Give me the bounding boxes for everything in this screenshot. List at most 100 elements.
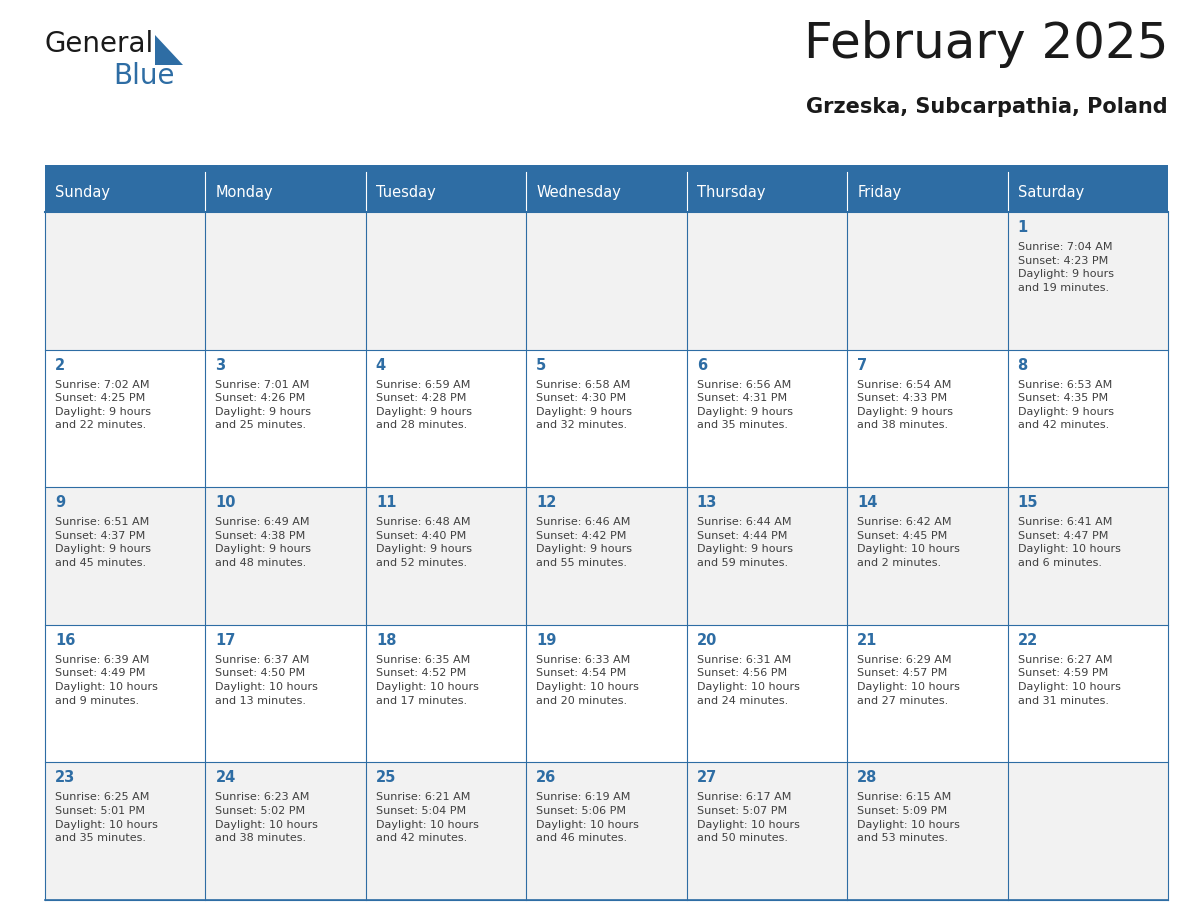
Text: Sunrise: 6:35 AM
Sunset: 4:52 PM
Daylight: 10 hours
and 17 minutes.: Sunrise: 6:35 AM Sunset: 4:52 PM Dayligh… [375, 655, 479, 706]
Bar [526, 212, 687, 350]
Bar [1007, 625, 1168, 763]
Bar [847, 350, 1007, 487]
Bar [1007, 487, 1168, 625]
Text: Sunrise: 6:33 AM
Sunset: 4:54 PM
Daylight: 10 hours
and 20 minutes.: Sunrise: 6:33 AM Sunset: 4:54 PM Dayligh… [536, 655, 639, 706]
Text: Blue: Blue [113, 62, 175, 90]
Bar [45, 212, 206, 350]
Text: Sunrise: 6:48 AM
Sunset: 4:40 PM
Daylight: 9 hours
and 52 minutes.: Sunrise: 6:48 AM Sunset: 4:40 PM Dayligh… [375, 517, 472, 568]
Text: 10: 10 [215, 495, 236, 510]
Text: Wednesday: Wednesday [536, 185, 621, 199]
Text: Sunrise: 6:15 AM
Sunset: 5:09 PM
Daylight: 10 hours
and 53 minutes.: Sunrise: 6:15 AM Sunset: 5:09 PM Dayligh… [858, 792, 960, 844]
Text: Sunrise: 7:02 AM
Sunset: 4:25 PM
Daylight: 9 hours
and 22 minutes.: Sunrise: 7:02 AM Sunset: 4:25 PM Dayligh… [55, 380, 151, 431]
Text: February 2025: February 2025 [803, 20, 1168, 68]
Bar [847, 212, 1007, 350]
Text: 7: 7 [858, 358, 867, 373]
Text: 14: 14 [858, 495, 878, 510]
Bar [206, 350, 366, 487]
Text: Sunrise: 6:53 AM
Sunset: 4:35 PM
Daylight: 9 hours
and 42 minutes.: Sunrise: 6:53 AM Sunset: 4:35 PM Dayligh… [1018, 380, 1113, 431]
Bar [45, 165, 1168, 172]
Polygon shape [154, 35, 183, 65]
Text: Sunrise: 6:46 AM
Sunset: 4:42 PM
Daylight: 9 hours
and 55 minutes.: Sunrise: 6:46 AM Sunset: 4:42 PM Dayligh… [536, 517, 632, 568]
Text: Sunrise: 6:25 AM
Sunset: 5:01 PM
Daylight: 10 hours
and 35 minutes.: Sunrise: 6:25 AM Sunset: 5:01 PM Dayligh… [55, 792, 158, 844]
Bar [45, 350, 206, 487]
Text: 25: 25 [375, 770, 397, 786]
Text: 6: 6 [696, 358, 707, 373]
Bar [366, 763, 526, 900]
Text: Sunrise: 6:37 AM
Sunset: 4:50 PM
Daylight: 10 hours
and 13 minutes.: Sunrise: 6:37 AM Sunset: 4:50 PM Dayligh… [215, 655, 318, 706]
Text: Sunrise: 6:58 AM
Sunset: 4:30 PM
Daylight: 9 hours
and 32 minutes.: Sunrise: 6:58 AM Sunset: 4:30 PM Dayligh… [536, 380, 632, 431]
Text: Saturday: Saturday [1018, 185, 1083, 199]
Text: Sunrise: 6:54 AM
Sunset: 4:33 PM
Daylight: 9 hours
and 38 minutes.: Sunrise: 6:54 AM Sunset: 4:33 PM Dayligh… [858, 380, 953, 431]
Text: 13: 13 [696, 495, 718, 510]
Text: 11: 11 [375, 495, 397, 510]
Text: Sunrise: 6:56 AM
Sunset: 4:31 PM
Daylight: 9 hours
and 35 minutes.: Sunrise: 6:56 AM Sunset: 4:31 PM Dayligh… [696, 380, 792, 431]
Bar [526, 172, 687, 212]
Text: Sunrise: 6:21 AM
Sunset: 5:04 PM
Daylight: 10 hours
and 42 minutes.: Sunrise: 6:21 AM Sunset: 5:04 PM Dayligh… [375, 792, 479, 844]
Text: 23: 23 [55, 770, 75, 786]
Bar [206, 172, 366, 212]
Bar [687, 172, 847, 212]
Text: Grzeska, Subcarpathia, Poland: Grzeska, Subcarpathia, Poland [807, 97, 1168, 117]
Bar [847, 625, 1007, 763]
Bar [526, 350, 687, 487]
Text: 28: 28 [858, 770, 878, 786]
Bar [1007, 350, 1168, 487]
Text: 16: 16 [55, 633, 75, 648]
Text: 27: 27 [696, 770, 718, 786]
Bar [687, 212, 847, 350]
Text: Sunrise: 6:29 AM
Sunset: 4:57 PM
Daylight: 10 hours
and 27 minutes.: Sunrise: 6:29 AM Sunset: 4:57 PM Dayligh… [858, 655, 960, 706]
Text: Sunrise: 6:17 AM
Sunset: 5:07 PM
Daylight: 10 hours
and 50 minutes.: Sunrise: 6:17 AM Sunset: 5:07 PM Dayligh… [696, 792, 800, 844]
Text: Sunrise: 6:42 AM
Sunset: 4:45 PM
Daylight: 10 hours
and 2 minutes.: Sunrise: 6:42 AM Sunset: 4:45 PM Dayligh… [858, 517, 960, 568]
Bar [847, 172, 1007, 212]
Bar [526, 625, 687, 763]
Text: General: General [45, 30, 154, 58]
Bar [687, 763, 847, 900]
Text: Sunrise: 7:01 AM
Sunset: 4:26 PM
Daylight: 9 hours
and 25 minutes.: Sunrise: 7:01 AM Sunset: 4:26 PM Dayligh… [215, 380, 311, 431]
Text: 9: 9 [55, 495, 65, 510]
Text: 4: 4 [375, 358, 386, 373]
Text: 19: 19 [536, 633, 557, 648]
Bar [1007, 172, 1168, 212]
Text: 8: 8 [1018, 358, 1028, 373]
Text: Sunday: Sunday [55, 185, 110, 199]
Text: 1: 1 [1018, 220, 1028, 235]
Bar [366, 487, 526, 625]
Text: 20: 20 [696, 633, 718, 648]
Text: Monday: Monday [215, 185, 273, 199]
Text: 24: 24 [215, 770, 235, 786]
Bar [366, 172, 526, 212]
Text: 15: 15 [1018, 495, 1038, 510]
Bar [206, 763, 366, 900]
Text: Sunrise: 6:59 AM
Sunset: 4:28 PM
Daylight: 9 hours
and 28 minutes.: Sunrise: 6:59 AM Sunset: 4:28 PM Dayligh… [375, 380, 472, 431]
Bar [1007, 763, 1168, 900]
Text: Sunrise: 6:31 AM
Sunset: 4:56 PM
Daylight: 10 hours
and 24 minutes.: Sunrise: 6:31 AM Sunset: 4:56 PM Dayligh… [696, 655, 800, 706]
Text: 5: 5 [536, 358, 546, 373]
Bar [206, 487, 366, 625]
Text: Sunrise: 6:23 AM
Sunset: 5:02 PM
Daylight: 10 hours
and 38 minutes.: Sunrise: 6:23 AM Sunset: 5:02 PM Dayligh… [215, 792, 318, 844]
Bar [526, 487, 687, 625]
Text: Sunrise: 6:44 AM
Sunset: 4:44 PM
Daylight: 9 hours
and 59 minutes.: Sunrise: 6:44 AM Sunset: 4:44 PM Dayligh… [696, 517, 792, 568]
Text: Sunrise: 6:19 AM
Sunset: 5:06 PM
Daylight: 10 hours
and 46 minutes.: Sunrise: 6:19 AM Sunset: 5:06 PM Dayligh… [536, 792, 639, 844]
Text: 18: 18 [375, 633, 397, 648]
Text: 12: 12 [536, 495, 557, 510]
Bar [366, 212, 526, 350]
Text: Sunrise: 6:27 AM
Sunset: 4:59 PM
Daylight: 10 hours
and 31 minutes.: Sunrise: 6:27 AM Sunset: 4:59 PM Dayligh… [1018, 655, 1120, 706]
Bar [206, 625, 366, 763]
Bar [366, 625, 526, 763]
Text: 21: 21 [858, 633, 878, 648]
Text: Sunrise: 6:51 AM
Sunset: 4:37 PM
Daylight: 9 hours
and 45 minutes.: Sunrise: 6:51 AM Sunset: 4:37 PM Dayligh… [55, 517, 151, 568]
Text: 26: 26 [536, 770, 556, 786]
Bar [206, 212, 366, 350]
Bar [45, 487, 206, 625]
Bar [1007, 212, 1168, 350]
Text: Sunrise: 6:41 AM
Sunset: 4:47 PM
Daylight: 10 hours
and 6 minutes.: Sunrise: 6:41 AM Sunset: 4:47 PM Dayligh… [1018, 517, 1120, 568]
Bar [687, 350, 847, 487]
Text: 17: 17 [215, 633, 235, 648]
Bar [526, 763, 687, 900]
Text: 22: 22 [1018, 633, 1038, 648]
Text: 3: 3 [215, 358, 226, 373]
Bar [687, 487, 847, 625]
Text: Tuesday: Tuesday [375, 185, 436, 199]
Bar [45, 763, 206, 900]
Text: Sunrise: 6:39 AM
Sunset: 4:49 PM
Daylight: 10 hours
and 9 minutes.: Sunrise: 6:39 AM Sunset: 4:49 PM Dayligh… [55, 655, 158, 706]
